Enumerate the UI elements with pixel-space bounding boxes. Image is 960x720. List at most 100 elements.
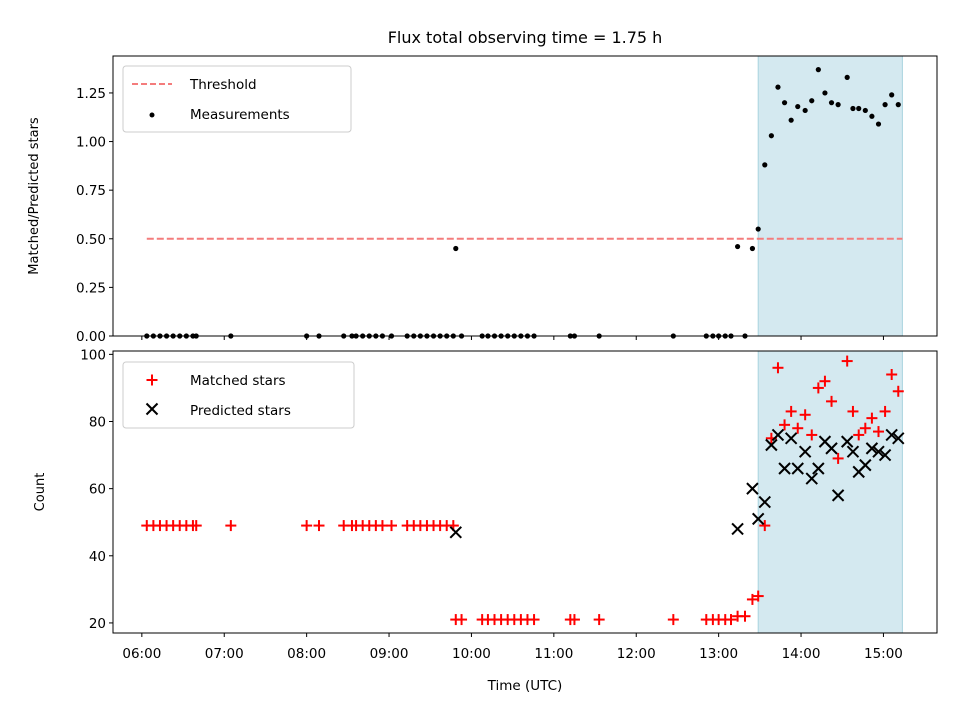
predicted-star-point-b	[731, 522, 744, 536]
predicted-star-point-b	[778, 462, 791, 475]
predicted-star-point-b	[746, 482, 759, 495]
top-y-ticks: 0.00 0.25 0.50 0.75 1.00 1.25	[76, 86, 113, 345]
predicted-star-point	[798, 445, 812, 458]
top-y-axis-label: Matched/Predicted stars	[27, 117, 42, 275]
matched-star-point	[872, 426, 884, 438]
predicted-star-point-b	[751, 512, 765, 526]
x-tick-label: 09:00	[370, 646, 409, 662]
predicted-star-point	[805, 472, 818, 485]
matched-star-point	[892, 385, 904, 397]
x-tick-label: 13:00	[699, 646, 738, 662]
predicted-star-point-b	[846, 445, 860, 458]
x-tick-label: 11:00	[534, 646, 573, 662]
predicted-star-point-b	[449, 526, 462, 539]
bottom-panel-counts: 20 40 60 80 100 06:00 07:00 08:00 09:00 10:00 11:…	[33, 347, 938, 694]
measurement-point	[889, 92, 895, 98]
predicted-star-point	[784, 432, 798, 445]
predicted-star-point-b	[798, 445, 812, 458]
measurement-point	[895, 102, 901, 108]
predicted-star-point-b	[892, 432, 905, 445]
measurement-point	[815, 67, 821, 73]
predicted-star-point	[746, 482, 759, 495]
measurement-point	[781, 100, 788, 106]
predicted-star-point	[449, 526, 462, 539]
matched-star-point	[752, 590, 764, 602]
matched-star-point	[313, 520, 325, 532]
bottom-y-tick-label: 100	[80, 347, 106, 363]
matched-star-point	[812, 382, 824, 394]
measurement-point	[875, 121, 882, 127]
matched-legend-marker	[146, 374, 158, 386]
predicted-star-point	[731, 522, 744, 536]
measurement-point	[844, 74, 850, 80]
predicted-legend-marker	[145, 402, 159, 416]
predicted-star-point-b	[771, 428, 785, 442]
chart-title: Flux total observing time = 1.75 h	[388, 28, 663, 47]
matched-star-point	[853, 429, 865, 441]
measurement-point	[850, 105, 856, 112]
measurement-point	[856, 105, 862, 112]
bottom-x-ticks: 06:00 07:00 08:00 09:00 10:00 11:00 12:00 13:00…	[122, 633, 903, 662]
matched-legend-label: Matched stars	[190, 373, 286, 389]
matched-star-point	[859, 422, 871, 434]
measurements-legend-swatch	[149, 112, 155, 118]
matched-star-point	[785, 405, 797, 417]
top-legend: Threshold Measurements	[122, 65, 352, 133]
bottom-y-tick-label: 20	[89, 616, 106, 632]
matched-star-point	[568, 614, 580, 626]
matched-star-point	[847, 405, 859, 417]
predicted-star-point	[840, 435, 854, 448]
top-y-tick-label: 0.75	[76, 183, 106, 199]
x-tick-label: 08:00	[287, 646, 326, 662]
bottom-legend-box	[122, 361, 355, 429]
measurement-point	[828, 100, 835, 106]
matched-star-point	[739, 610, 751, 622]
bottom-y-tick-label: 80	[89, 415, 106, 431]
matched-star-point	[806, 429, 818, 441]
threshold-legend-label: Threshold	[189, 77, 257, 93]
predicted-star-point-b	[765, 438, 778, 452]
predicted-star-point	[872, 445, 885, 458]
measurement-point	[809, 98, 815, 104]
bottom-axes-frame	[112, 350, 938, 634]
measurement-point	[762, 162, 768, 168]
matched-star-point	[593, 614, 605, 626]
predicted-star-point	[751, 512, 765, 526]
predicted-star-point-b	[885, 428, 898, 442]
predicted-star-point	[831, 489, 845, 502]
measurement-point	[869, 113, 875, 119]
bottom-y-ticks: 20 40 60 80 100	[80, 347, 113, 632]
predicted-star-point	[892, 432, 905, 445]
measurement-point	[835, 102, 841, 108]
bottom-shaded-region	[757, 350, 903, 634]
measurement-point	[734, 243, 741, 250]
top-y-tick-label: 1.00	[76, 135, 106, 151]
predicted-star-point-b	[784, 432, 798, 445]
matched-star-point	[725, 614, 737, 626]
matched-star-point	[792, 422, 804, 434]
predicted-star-point-b	[805, 472, 818, 485]
measurement-point	[802, 107, 808, 114]
matched-star-point	[819, 375, 831, 387]
matched-star-point	[841, 355, 853, 367]
measurement-point	[775, 84, 781, 90]
measurement-point	[453, 245, 459, 252]
bottom-y-tick-label: 60	[89, 482, 106, 498]
predicted-star-point	[865, 442, 879, 455]
measurement-point	[755, 226, 761, 232]
predicted-star-point-b	[818, 435, 832, 448]
matched-star-point	[386, 520, 398, 532]
matched-star-point	[866, 412, 878, 424]
predicted-star-point-b	[878, 448, 892, 462]
top-y-tick-label: 1.25	[76, 86, 106, 102]
matched-star-point	[301, 520, 313, 532]
predicted-legend-marker-b	[145, 402, 159, 416]
measurement-point	[768, 133, 774, 139]
top-panel-ratio: 0.00 0.25 0.50 0.75 1.00 1.25 Matched/Predict…	[27, 55, 938, 345]
predicted-star-point-b	[865, 442, 879, 455]
matched-star-point	[759, 520, 771, 532]
top-y-tick-label: 0.50	[76, 232, 106, 248]
matched-star-point	[528, 614, 540, 626]
measurement-point	[822, 90, 828, 96]
